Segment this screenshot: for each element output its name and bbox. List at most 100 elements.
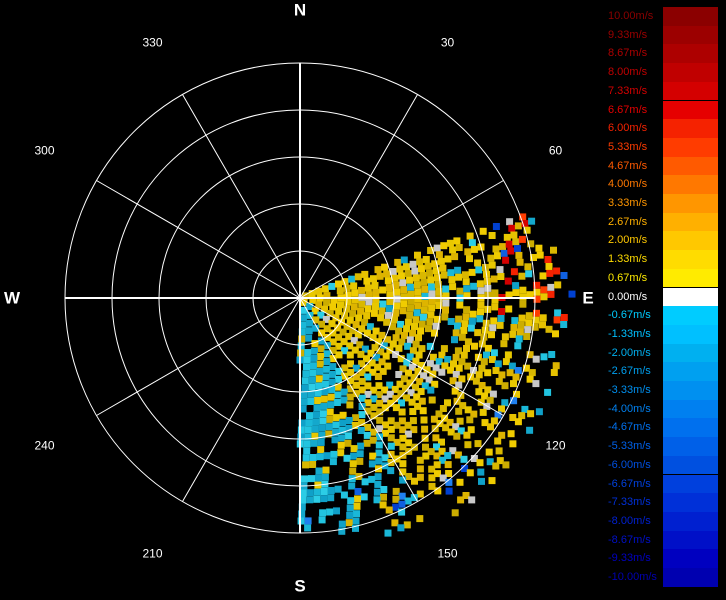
velocity-cell [403,325,411,333]
velocity-cell [360,493,368,501]
velocity-cell [398,417,406,425]
velocity-cell [487,254,495,262]
velocity-cell [329,355,337,363]
velocity-cell [305,419,313,427]
velocity-cell [546,269,554,277]
velocity-cell [382,352,390,360]
velocity-cell [307,398,315,405]
velocity-cell [403,359,411,367]
velocity-cell [352,381,360,389]
velocity-cell [381,404,389,412]
bearing-label: 150 [437,547,457,561]
velocity-cell [512,282,520,290]
bearing-spoke [96,180,301,299]
velocity-cell [335,333,342,341]
velocity-cell [329,370,336,378]
velocity-cell [378,307,386,315]
velocity-cell [421,382,429,390]
velocity-cell [442,285,450,293]
velocity-cell [399,434,407,442]
velocity-cell [504,351,512,359]
velocity-cell [461,465,469,472]
legend-label: 4.00m/s [608,178,648,191]
velocity-cell [407,283,414,291]
velocity-cell [370,309,378,317]
velocity-cell [416,465,424,473]
velocity-cell [343,284,351,292]
velocity-cell [438,438,445,446]
velocity-cell [457,496,465,504]
velocity-cell [509,440,517,448]
velocity-cell [525,312,533,320]
velocity-cell [454,347,462,355]
velocity-cell [397,524,405,532]
velocity-cell [416,473,424,481]
velocity-cell [466,416,474,424]
legend-label: 2.00m/s [608,234,648,247]
velocity-cell [466,232,474,240]
velocity-cell [335,280,342,288]
velocity-cell [471,342,478,350]
velocity-cell [385,506,393,514]
velocity-cell [516,328,524,336]
velocity-cell [363,364,371,372]
legend-row: 2.67m/s [608,212,718,232]
velocity-cell [539,272,547,280]
legend-swatch [663,156,718,176]
velocity-cell [370,428,378,436]
legend-swatch [663,437,718,456]
legend-swatch [663,100,718,120]
velocity-cell [395,371,403,378]
velocity-cell [440,242,448,250]
velocity-cell [432,434,440,442]
velocity-cell [309,296,317,304]
velocity-cell [350,337,358,345]
velocity-cell [371,282,379,289]
bearing-spoke [299,180,504,299]
velocity-cell [315,301,323,309]
velocity-cell [397,390,405,398]
velocity-cell [427,311,435,319]
velocity-cell [435,410,443,418]
velocity-cell [495,377,503,385]
velocity-cell [467,426,475,434]
velocity-cell [352,364,360,372]
velocity-cell [526,426,534,434]
velocity-cell [492,367,500,374]
velocity-cell [374,480,382,488]
velocity-cell [320,495,328,503]
legend-label: 8.67m/s [608,47,648,60]
velocity-cell [526,291,534,299]
velocity-cell [377,314,385,322]
velocity-cell [347,497,355,505]
velocity-cell [428,465,436,473]
velocity-cell [349,460,357,468]
velocity-cell [499,243,507,251]
velocity-cell [370,403,378,411]
velocity-cell [384,336,392,344]
velocity-cell [328,378,336,386]
velocity-cell [311,340,319,348]
velocity-cell [376,272,384,280]
velocity-cell [358,360,366,368]
velocity-cell [478,364,486,372]
velocity-cell [445,487,453,495]
velocity-cell [470,282,478,290]
velocity-cell [349,467,357,475]
velocity-cell [361,478,369,486]
velocity-cell [382,429,389,437]
velocity-cell [297,342,305,350]
velocity-cell [330,296,338,304]
velocity-cell [440,271,448,279]
velocity-cell [452,371,460,378]
velocity-cell [490,275,498,283]
velocity-cell [328,386,336,394]
velocity-cell [454,266,462,274]
velocity-cell [350,303,358,311]
velocity-cell [356,457,364,465]
velocity-cell [488,232,496,239]
velocity-cell [372,289,380,296]
velocity-cell [568,290,576,298]
legend-swatch [663,493,718,512]
velocity-cell [374,363,382,371]
